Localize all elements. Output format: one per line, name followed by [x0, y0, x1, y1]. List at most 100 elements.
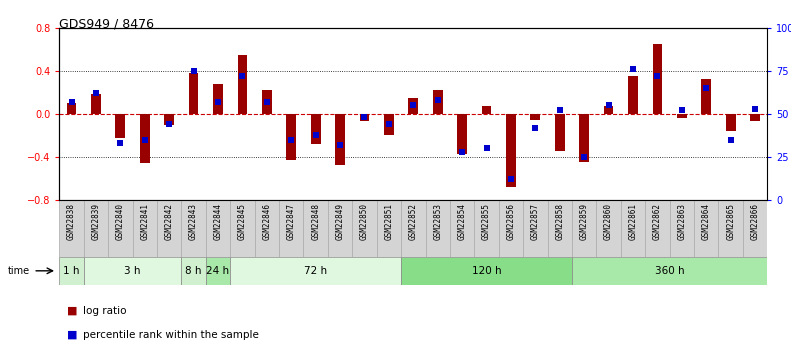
Text: GSM22844: GSM22844: [214, 203, 222, 240]
Point: [260, 99, 273, 105]
Bar: [304, 200, 327, 257]
Bar: [482, 106, 491, 114]
Text: GSM22853: GSM22853: [433, 203, 442, 240]
Bar: [360, 114, 369, 121]
Bar: [506, 114, 516, 187]
Bar: [59, 200, 84, 257]
Text: time: time: [8, 266, 30, 276]
Bar: [66, 103, 77, 114]
Bar: [628, 76, 638, 114]
Text: GSM22849: GSM22849: [335, 203, 345, 240]
Bar: [718, 200, 743, 257]
Bar: [213, 84, 223, 114]
Text: GSM22865: GSM22865: [726, 203, 735, 240]
Bar: [523, 200, 547, 257]
Bar: [165, 114, 174, 125]
Bar: [327, 200, 352, 257]
Point: [480, 146, 493, 151]
Bar: [335, 114, 345, 165]
Point: [309, 132, 322, 137]
Bar: [604, 106, 614, 114]
Bar: [596, 200, 621, 257]
Text: log ratio: log ratio: [83, 306, 127, 315]
Point: [138, 137, 151, 142]
Bar: [547, 200, 572, 257]
Bar: [677, 114, 687, 118]
Point: [626, 66, 639, 72]
Bar: [206, 200, 230, 257]
Bar: [115, 114, 125, 138]
Bar: [653, 44, 662, 114]
Bar: [157, 200, 181, 257]
Point: [187, 68, 200, 73]
Text: GSM22864: GSM22864: [702, 203, 711, 240]
Text: GSM22852: GSM22852: [409, 203, 418, 240]
Text: GSM22856: GSM22856: [506, 203, 516, 240]
Text: GSM22851: GSM22851: [384, 203, 393, 240]
Point: [651, 73, 664, 79]
Text: ■: ■: [67, 306, 78, 315]
Point: [529, 125, 542, 130]
Point: [212, 99, 225, 105]
Point: [456, 149, 468, 155]
Bar: [621, 200, 645, 257]
Bar: [450, 200, 475, 257]
Point: [578, 154, 591, 160]
Text: GSM22845: GSM22845: [238, 203, 247, 240]
Text: 3 h: 3 h: [124, 266, 141, 276]
Point: [505, 177, 517, 182]
Bar: [230, 257, 401, 285]
Text: GSM22847: GSM22847: [287, 203, 296, 240]
Point: [431, 97, 444, 103]
Bar: [255, 200, 279, 257]
Text: GSM22854: GSM22854: [458, 203, 467, 240]
Text: 1 h: 1 h: [63, 266, 80, 276]
Bar: [84, 200, 108, 257]
Bar: [181, 257, 206, 285]
Bar: [189, 73, 199, 114]
Bar: [206, 257, 230, 285]
Point: [285, 137, 297, 142]
Bar: [133, 200, 157, 257]
Bar: [279, 200, 304, 257]
Point: [554, 108, 566, 113]
Text: GDS949 / 8476: GDS949 / 8476: [59, 17, 154, 30]
Text: GSM22862: GSM22862: [653, 203, 662, 240]
Bar: [311, 114, 320, 144]
Bar: [408, 98, 418, 114]
Bar: [750, 114, 760, 121]
Text: GSM22843: GSM22843: [189, 203, 198, 240]
Bar: [579, 114, 589, 162]
Point: [602, 102, 615, 108]
Bar: [670, 200, 694, 257]
Text: GSM22859: GSM22859: [580, 203, 589, 240]
Bar: [694, 200, 718, 257]
Point: [163, 121, 176, 127]
Bar: [401, 200, 426, 257]
Text: GSM22850: GSM22850: [360, 203, 369, 240]
Point: [65, 99, 78, 105]
Point: [749, 106, 762, 111]
Point: [89, 90, 102, 96]
Point: [725, 137, 737, 142]
Point: [334, 142, 346, 148]
Bar: [475, 200, 499, 257]
Bar: [230, 200, 255, 257]
Bar: [572, 257, 767, 285]
Bar: [572, 200, 596, 257]
Text: ■: ■: [67, 330, 78, 339]
Text: GSM22855: GSM22855: [482, 203, 491, 240]
Point: [383, 121, 396, 127]
Text: GSM22863: GSM22863: [677, 203, 687, 240]
Bar: [384, 114, 394, 136]
Text: GSM22839: GSM22839: [92, 203, 100, 240]
Bar: [531, 114, 540, 120]
Bar: [181, 200, 206, 257]
Bar: [84, 257, 181, 285]
Text: GSM22860: GSM22860: [604, 203, 613, 240]
Bar: [645, 200, 670, 257]
Bar: [377, 200, 401, 257]
Bar: [352, 200, 377, 257]
Bar: [726, 114, 736, 131]
Text: GSM22857: GSM22857: [531, 203, 539, 240]
